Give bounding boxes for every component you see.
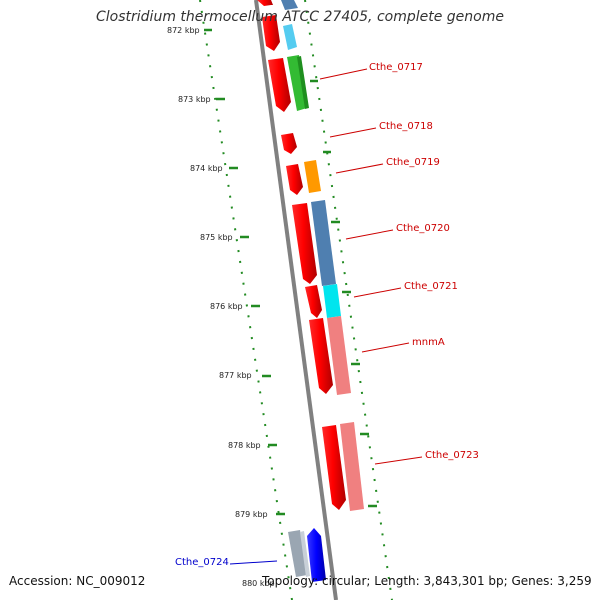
cds-arrow[interactable]	[268, 58, 291, 112]
cds-arrow[interactable]	[305, 285, 322, 318]
leader-line	[319, 68, 368, 80]
kbp-label: 879 kbp	[235, 510, 268, 519]
gene-label[interactable]: mnmA	[412, 337, 445, 348]
inner-tick-marks	[310, 79, 377, 508]
cog-feature[interactable]	[327, 316, 351, 395]
leader-line	[353, 287, 402, 298]
cds-arrow[interactable]	[262, 15, 280, 51]
leader-line	[335, 163, 384, 174]
accession-text: Accession: NC_009012	[9, 574, 146, 588]
leader-line	[345, 229, 394, 240]
kbp-label: 876 kbp	[210, 302, 243, 311]
summary-text: Topology: circular; Length: 3,843,301 bp…	[262, 574, 592, 588]
leader-line	[229, 560, 278, 565]
kbp-label: 872 kbp	[166, 26, 201, 35]
gene-label[interactable]: Cthe_0724	[175, 557, 229, 568]
kbp-label: 878 kbp	[228, 441, 261, 450]
cds-arrow[interactable]	[292, 203, 317, 284]
kbp-label: 877 kbp	[219, 371, 252, 380]
kbp-label: 875 kbp	[200, 233, 233, 242]
cog-feature[interactable]	[287, 55, 307, 111]
kbp-label: 874 kbp	[190, 164, 223, 173]
gene-label[interactable]: Cthe_0718	[379, 121, 433, 132]
cog-feature[interactable]	[304, 160, 321, 193]
cog-feature[interactable]	[323, 284, 341, 318]
gene-label[interactable]: Cthe_0723	[425, 450, 479, 461]
label-leaders	[229, 68, 423, 565]
cds-arrow[interactable]	[257, 0, 273, 6]
map-title: Clostridium thermocellum ATCC 27405, com…	[96, 9, 504, 25]
leader-line	[361, 342, 410, 353]
cds-arrow[interactable]	[309, 318, 333, 394]
leader-line	[329, 127, 377, 138]
cog-feature[interactable]	[281, 0, 298, 10]
cds-arrow-reverse[interactable]	[307, 528, 326, 582]
cog-feature[interactable]	[300, 531, 310, 577]
gene-label[interactable]: Cthe_0719	[386, 157, 440, 168]
cds-arrow[interactable]	[281, 133, 297, 154]
cog-feature[interactable]	[288, 530, 307, 577]
cds-arrow[interactable]	[286, 164, 303, 195]
cog-feature[interactable]	[297, 56, 309, 109]
gene-label[interactable]: Cthe_0717	[369, 62, 423, 73]
leader-line	[374, 456, 423, 465]
kbp-label: 880 kbp	[242, 579, 275, 588]
genome-backbone	[254, 0, 338, 600]
kbp-label: 873 kbp	[178, 95, 211, 104]
cog-feature[interactable]	[311, 200, 336, 286]
gene-label[interactable]: Cthe_0721	[404, 281, 458, 292]
cds-features	[257, 0, 364, 582]
kbp-tick-marks	[204, 28, 285, 516]
cog-feature[interactable]	[340, 422, 364, 511]
gene-label[interactable]: Cthe_0720	[396, 223, 450, 234]
cog-feature[interactable]	[283, 24, 297, 50]
cds-arrow[interactable]	[322, 425, 346, 510]
